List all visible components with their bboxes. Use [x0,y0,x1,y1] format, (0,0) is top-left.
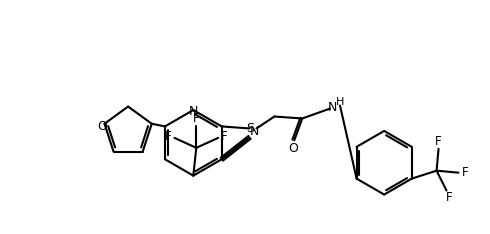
Text: S: S [246,122,254,135]
Text: O: O [288,142,298,155]
Text: N: N [250,125,259,138]
Text: F: F [221,130,227,143]
Text: F: F [446,191,453,204]
Text: F: F [435,135,442,148]
Text: N: N [189,105,198,117]
Text: O: O [98,120,107,133]
Text: H: H [336,97,344,107]
Text: F: F [193,113,199,125]
Text: F: F [165,130,172,143]
Text: F: F [462,166,469,179]
Text: N: N [327,101,337,114]
